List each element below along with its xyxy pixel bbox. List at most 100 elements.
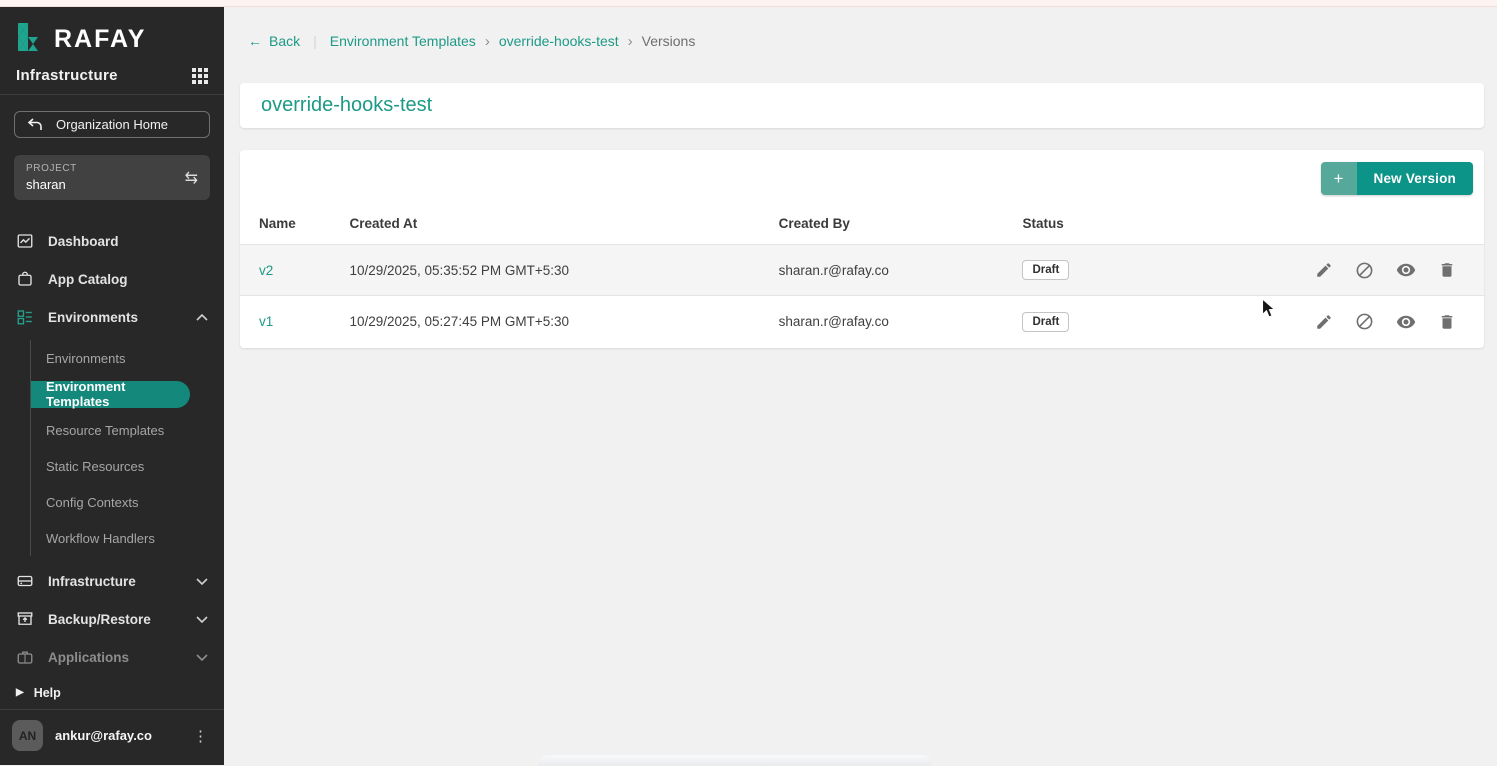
sidebar-nav: Dashboard App Catalog Environments: [0, 222, 224, 676]
sidebar-item-backup-restore[interactable]: Backup/Restore: [0, 600, 224, 638]
sidebar-item-resource-templates[interactable]: Resource Templates: [31, 412, 224, 448]
new-version-button[interactable]: + New Version: [1320, 162, 1473, 195]
dashboard-icon: [17, 234, 33, 248]
help-triangle-icon: ▶: [16, 687, 24, 699]
sidebar-item-environment-templates[interactable]: Environment Templates: [31, 379, 190, 410]
backup-restore-icon: [17, 612, 33, 626]
user-account[interactable]: AN ankur@rafay.co ⋮: [0, 709, 224, 765]
back-label: Back: [269, 33, 301, 49]
chevron-up-icon: [196, 313, 208, 321]
product-title: Infrastructure: [16, 67, 118, 84]
column-header-status: Status: [1022, 216, 1064, 231]
chevron-down-icon: [196, 616, 208, 623]
sidebar-item-label: Backup/Restore: [48, 611, 151, 627]
version-link[interactable]: v1: [259, 314, 274, 329]
page-title: override-hooks-test: [261, 94, 433, 116]
chevron-down-icon: [196, 654, 208, 661]
sidebar-item-config-contexts[interactable]: Config Contexts: [31, 484, 224, 520]
versions-card: + New Version Name Created At Created By…: [240, 150, 1484, 348]
project-name: sharan: [26, 177, 66, 193]
status-badge: Draft: [1022, 260, 1070, 280]
title-card: override-hooks-test: [240, 83, 1484, 128]
back-link[interactable]: ← Back: [248, 33, 300, 49]
created-by-cell: sharan.r@rafay.co: [778, 314, 889, 329]
environments-submenu: Environments Environment Templates Resou…: [30, 340, 224, 557]
new-version-label: New Version: [1356, 162, 1473, 195]
version-link[interactable]: v2: [259, 262, 274, 278]
sidebar-item-environments-sub[interactable]: Environments: [31, 340, 224, 376]
column-header-created-by: Created By: [778, 216, 850, 231]
plus-icon: +: [1320, 162, 1357, 195]
sidebar-item-label: Infrastructure: [48, 573, 136, 589]
table-row[interactable]: v2 10/29/2025, 05:35:52 PM GMT+5:30 shar…: [240, 245, 1484, 296]
edit-icon[interactable]: [1315, 261, 1333, 279]
sidebar-item-static-resources[interactable]: Static Resources: [31, 448, 224, 484]
created-by-cell: sharan.r@rafay.co: [778, 262, 889, 278]
disable-icon[interactable]: [1355, 261, 1374, 280]
versions-toolbar: + New Version: [240, 150, 1484, 203]
table-row[interactable]: v1 10/29/2025, 05:27:45 PM GMT+5:30 shar…: [240, 296, 1484, 347]
avatar: AN: [12, 720, 43, 751]
sidebar-item-label: Static Resources: [46, 458, 145, 474]
rafay-logo-icon: [18, 23, 38, 51]
sidebar-item-label: Environments: [46, 350, 126, 366]
breadcrumb-current: Versions: [641, 33, 696, 49]
help-label: Help: [33, 685, 61, 700]
infrastructure-icon: [17, 576, 33, 587]
status-badge: Draft: [1022, 311, 1070, 332]
column-header-name: Name: [259, 216, 296, 231]
return-arrow-icon: [27, 118, 42, 131]
delete-icon[interactable]: [1438, 261, 1456, 279]
rafay-logo-text: RAFAY: [54, 24, 147, 53]
sidebar-item-label: Config Contexts: [46, 494, 139, 510]
sidebar-header: RAFAY Infrastructure: [0, 7, 224, 94]
breadcrumb-divider: |: [313, 33, 317, 49]
sidebar-item-label: Environments: [48, 309, 139, 325]
project-label: PROJECT: [26, 163, 77, 175]
top-banner-strip: [0, 0, 1497, 7]
chevron-down-icon: [196, 578, 208, 585]
apps-grid-icon[interactable]: [192, 67, 208, 84]
environments-icon: [17, 310, 32, 325]
sidebar-divider: [0, 94, 224, 95]
sidebar-item-workflow-handlers[interactable]: Workflow Handlers: [31, 520, 224, 556]
sidebar-item-app-catalog[interactable]: App Catalog: [0, 260, 224, 298]
help-button[interactable]: ▶ Help: [0, 676, 224, 709]
view-icon[interactable]: [1396, 260, 1416, 280]
sidebar-item-infrastructure[interactable]: Infrastructure: [0, 562, 224, 600]
project-selector[interactable]: PROJECT sharan ⇆: [14, 155, 210, 201]
delete-icon[interactable]: [1438, 313, 1456, 331]
sidebar-item-label: Applications: [48, 649, 130, 665]
table-header: Name Created At Created By Status: [240, 203, 1484, 245]
sidebar-item-environments[interactable]: Environments: [0, 298, 224, 336]
organization-home-button[interactable]: Organization Home: [14, 110, 210, 139]
created-at-cell: 10/29/2025, 05:27:45 PM GMT+5:30: [349, 314, 569, 329]
main-content: ← Back | Environment Templates › overrid…: [224, 7, 1497, 765]
applications-icon: [17, 651, 33, 664]
edit-icon[interactable]: [1315, 313, 1333, 331]
chevron-right-icon: ›: [627, 32, 633, 50]
breadcrumb-environment-templates[interactable]: Environment Templates: [329, 33, 476, 49]
sidebar-item-label: Resource Templates: [46, 422, 165, 438]
switch-project-icon[interactable]: ⇆: [184, 169, 198, 187]
chevron-right-icon: ›: [484, 32, 490, 50]
sidebar-item-applications[interactable]: Applications: [0, 638, 224, 676]
sidebar-item-dashboard[interactable]: Dashboard: [0, 222, 224, 260]
back-arrow-icon: ←: [248, 33, 262, 49]
user-menu-dots-icon[interactable]: ⋮: [193, 727, 208, 745]
breadcrumb: ← Back | Environment Templates › overrid…: [224, 31, 1497, 51]
column-header-created-at: Created At: [349, 216, 418, 231]
sidebar-item-label: Dashboard: [48, 233, 119, 249]
created-at-cell: 10/29/2025, 05:35:52 PM GMT+5:30: [349, 262, 569, 278]
disable-icon[interactable]: [1355, 312, 1374, 331]
organization-home-label: Organization Home: [56, 117, 168, 133]
user-email: ankur@rafay.co: [55, 728, 152, 743]
view-icon[interactable]: [1396, 312, 1416, 332]
sidebar-item-label: App Catalog: [48, 271, 128, 287]
sidebar: RAFAY Infrastructure Organization Home P…: [0, 7, 224, 765]
sidebar-item-label: Environment Templates: [46, 379, 126, 410]
app-catalog-icon: [18, 271, 32, 286]
dock-edge-hint: [538, 755, 932, 766]
breadcrumb-template-name[interactable]: override-hooks-test: [498, 33, 619, 49]
sidebar-item-label: Workflow Handlers: [46, 530, 155, 546]
